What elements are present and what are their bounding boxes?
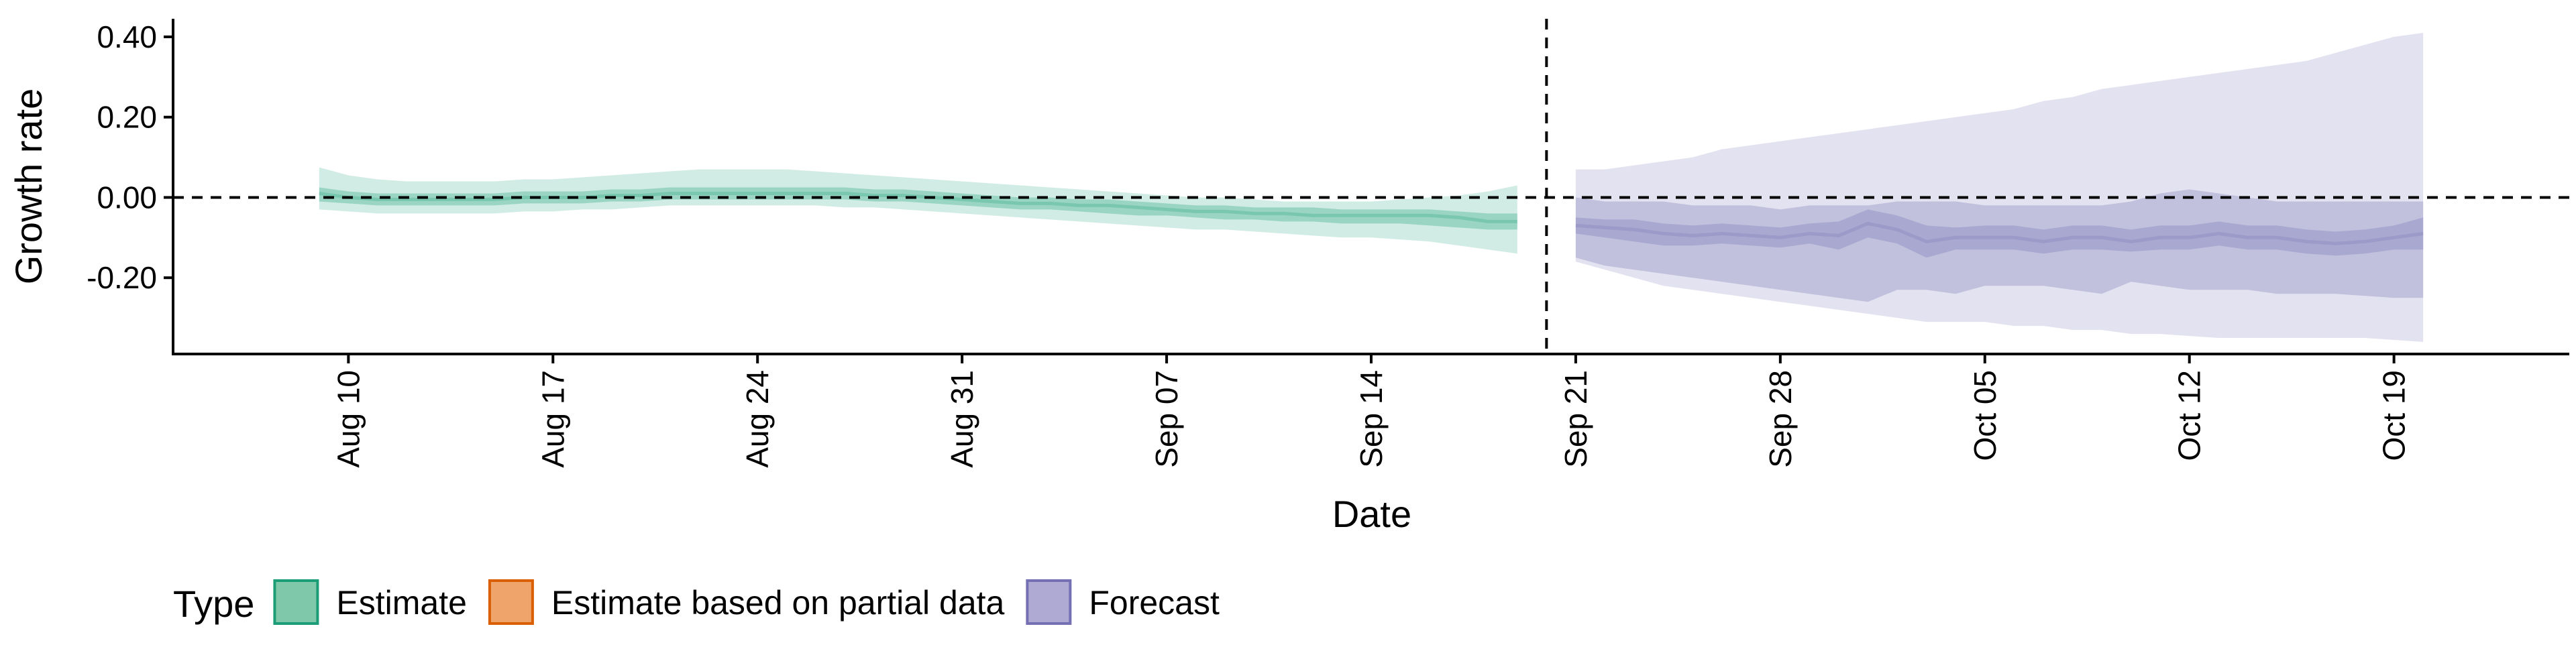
legend-label-forecast: Forecast (1089, 584, 1220, 622)
y-tick-label: 0.00 (97, 180, 157, 215)
x-tick-label: Aug 10 (331, 370, 366, 468)
x-tick-label: Sep 07 (1149, 370, 1184, 468)
x-tick-label: Aug 17 (535, 370, 570, 468)
legend-swatch-estimate (273, 579, 319, 625)
legend-label-estimate: Estimate (336, 584, 467, 622)
forecast-band-90 (1575, 33, 2424, 342)
legend-title: Type (173, 583, 254, 625)
y-tick-label: 0.20 (97, 100, 157, 135)
x-axis-title: Date (1332, 493, 1411, 535)
y-axis-title: Growth rate (7, 89, 50, 285)
legend-label-estimate-based-on-partial-data: Estimate based on partial data (551, 584, 1005, 622)
forecast-band-50 (1575, 209, 2424, 258)
y-tick-label: -0.20 (87, 260, 157, 295)
x-tick-label: Aug 31 (945, 370, 979, 468)
y-tick-label: 0.40 (97, 19, 157, 54)
x-tick-label: Sep 21 (1558, 370, 1593, 468)
legend-swatch-forecast (1026, 579, 1072, 625)
tick-marks: 0.40 0.20 0.00 -0.20 Aug 10 Aug 17 Aug 24 Aug 3… (87, 19, 2411, 468)
reference-lines (173, 19, 2569, 354)
x-tick-label: Oct 12 (2172, 370, 2207, 461)
x-tick-label: Aug 24 (740, 370, 775, 468)
forecast-median-line (1575, 221, 2424, 245)
forecast-band-75 (1575, 189, 2424, 302)
legend: Type Estimate Estimate based on partial da… (173, 579, 1220, 625)
legend-swatch-estimate-based-on-partial-data (488, 579, 534, 625)
data-bands (319, 33, 2424, 342)
x-tick-label: Oct 05 (1968, 370, 2002, 461)
estimate-band-50 (319, 187, 1517, 230)
x-tick-label: Sep 28 (1763, 370, 1798, 468)
x-tick-label: Sep 14 (1354, 370, 1389, 468)
x-tick-label: Oct 19 (2377, 370, 2412, 461)
estimate-band-90 (319, 167, 1517, 254)
